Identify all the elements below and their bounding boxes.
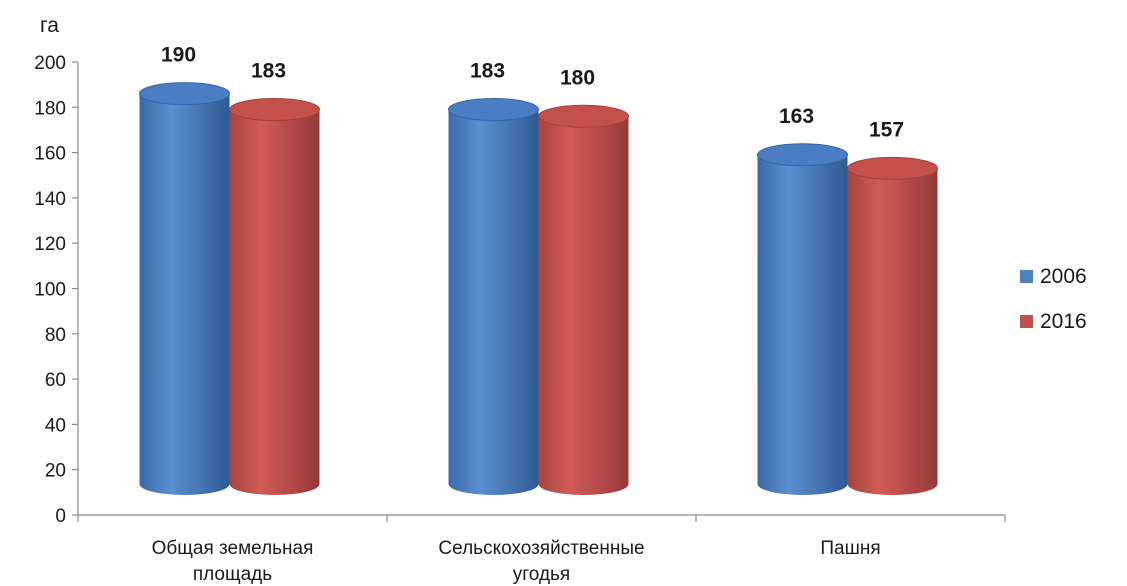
bar-2016-0 [229,98,320,495]
bar-2006-0 [139,82,230,495]
y-tick-label: 0 [55,506,66,527]
bar-2006-1 [448,98,539,495]
data-label: 157 [869,118,904,141]
bar-2016-2 [847,156,938,495]
legend: 2006 2016 [1020,265,1087,333]
legend-label: 2016 [1040,310,1087,333]
data-labels-group: 190 183 183 180 163 157 [161,44,904,142]
bars-group [139,82,938,495]
y-tick-label: 140 [34,189,66,210]
y-tick-label: 200 [34,53,66,74]
y-tick-label: 100 [34,280,66,301]
y-axis-unit-label: га [40,14,59,37]
legend-label: 2006 [1040,265,1087,288]
data-label: 183 [251,60,286,83]
y-tick-label: 180 [34,98,66,119]
y-tick-label: 120 [34,234,66,255]
data-label: 180 [560,66,595,89]
x-tick-label: Общая земельная площадь [152,538,314,585]
legend-swatch [1020,270,1033,283]
x-axis: Общая земельная площадь Сельскохозяйственн… [77,514,1006,585]
x-tick-label: Пашня [820,538,880,559]
bar-2016-1 [538,104,629,495]
y-tick-label: 40 [45,415,66,436]
bar-2006-2 [757,143,848,495]
data-label: 163 [779,105,814,128]
y-tick-label: 60 [45,370,66,391]
y-tick-label: 20 [45,461,66,482]
y-tick-label: 80 [45,325,66,346]
data-label: 183 [470,60,505,83]
y-tick-label: 160 [34,144,66,165]
x-tick-label: Сельскохозяйственные угодья [438,538,644,585]
legend-swatch [1020,315,1033,328]
y-axis: 0 20 40 60 80 100 120 140 160 180 200 [34,53,79,527]
data-label: 190 [161,44,196,67]
